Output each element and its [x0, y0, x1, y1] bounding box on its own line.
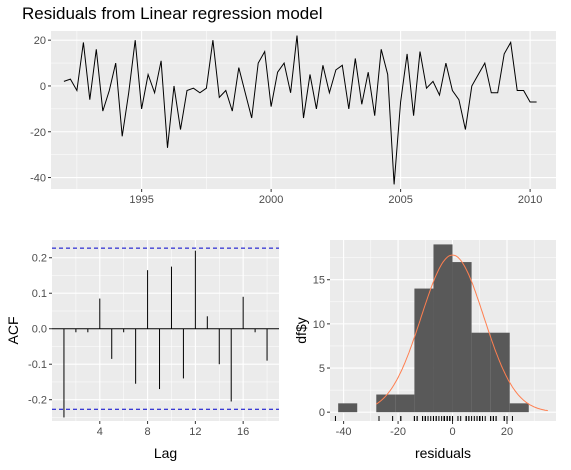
chart-title: Residuals from Linear regression model [22, 4, 323, 23]
rug-marks [334, 416, 513, 421]
acf-panel [52, 240, 279, 421]
histogram-bar [433, 244, 453, 413]
y-tick-label: 5 [319, 363, 325, 375]
histogram-bar [414, 288, 434, 413]
y-tick-label: 10 [313, 319, 325, 331]
y-tick-label: 0.1 [32, 288, 47, 300]
histogram-x-axis-label: residuals [415, 445, 471, 461]
y-tick-label: 0.0 [32, 324, 47, 336]
x-tick-label: 16 [237, 426, 249, 438]
histogram-bar [490, 332, 510, 413]
histogram-bar [395, 394, 415, 413]
y-tick-label: 15 [313, 275, 325, 287]
y-tick-label: 0 [40, 81, 46, 93]
x-tick-label: -20 [390, 426, 406, 438]
x-tick-label: 12 [189, 426, 201, 438]
x-tick-label: 1995 [129, 194, 153, 206]
y-tick-label: 20 [34, 35, 46, 47]
y-tick-label: -40 [30, 173, 46, 185]
y-tick-label: -0.1 [28, 359, 47, 371]
acf-x-axis-label: Lag [154, 445, 177, 461]
x-tick-label: 20 [501, 426, 513, 438]
histogram-bar [509, 403, 529, 413]
x-tick-label: 2005 [388, 194, 412, 206]
x-tick-label: 2010 [518, 194, 542, 206]
x-tick-label: -40 [336, 426, 352, 438]
x-tick-label: 4 [97, 426, 103, 438]
x-tick-label: 8 [145, 426, 151, 438]
histogram-bar [376, 394, 396, 413]
y-tick-label: 0.2 [32, 253, 47, 265]
acf-y-axis-label: ACF [5, 317, 21, 345]
density-curve [376, 254, 548, 412]
histogram-bar [338, 403, 358, 413]
histogram-bar [471, 332, 491, 413]
histogram-bar [452, 262, 472, 413]
x-tick-label: 0 [449, 426, 455, 438]
y-tick-label: -0.2 [28, 395, 47, 407]
x-tick-label: 2000 [259, 194, 283, 206]
timeseries-panel [51, 31, 556, 189]
residual-series-line [63, 35, 537, 185]
histogram-y-axis-label: df$y [293, 317, 309, 343]
y-tick-label: -20 [30, 127, 46, 139]
y-tick-label: 0 [319, 407, 325, 419]
